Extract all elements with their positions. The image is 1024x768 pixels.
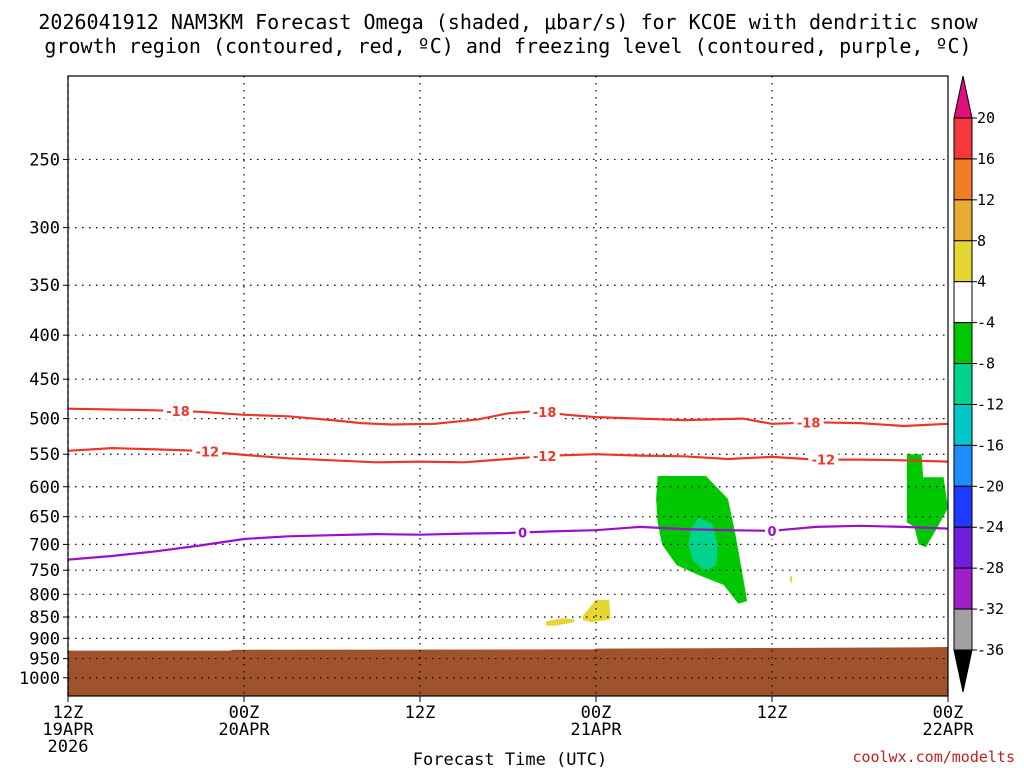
colorbar-band-2 xyxy=(953,199,973,242)
contour-label-bg-0-0 xyxy=(163,403,193,420)
colorbar-label-0: 20 xyxy=(977,109,995,127)
contour-label-1-1: -12 xyxy=(533,450,557,465)
y-tick-label-1000: 1000 xyxy=(19,669,60,689)
temperature-contours: -18 -18 -18 -12 -12 -12 0 0 xyxy=(67,403,949,561)
colorbar-band-8 xyxy=(953,444,973,487)
colorbar-label-1: 16 xyxy=(977,150,995,168)
contour-label-0-2: -18 xyxy=(797,417,821,432)
colorbar-band-5 xyxy=(953,322,973,365)
x-tick-label-4-1: 12Z xyxy=(757,703,788,723)
colorbar-band-7 xyxy=(953,403,973,446)
chart-title-line-2: growth region (contoured, red, ºC) and f… xyxy=(44,34,971,58)
contour-label-0-0: -18 xyxy=(166,405,190,420)
terrain-ground xyxy=(68,647,948,696)
colorbar-band-6 xyxy=(953,363,973,405)
x-tick-label-0-2: 19APR xyxy=(42,720,94,740)
colorbar-bottom-arrow xyxy=(953,649,973,693)
x-tick-label-3-2: 21APR xyxy=(570,720,622,740)
contour-label-2-1: 0 xyxy=(767,525,776,540)
plot-background xyxy=(68,76,948,696)
omega-region-3 xyxy=(546,618,574,626)
plot-axes: 2503003504004505005506006507007508008509… xyxy=(19,75,974,757)
colorbar-band-11 xyxy=(953,567,973,610)
colorbar-band-9 xyxy=(953,485,973,528)
colorbar-band-4 xyxy=(953,281,973,324)
contour-label-bg-0-2 xyxy=(793,414,824,431)
contour-label-bg-1-0 xyxy=(192,443,223,460)
y-tick-label-650: 650 xyxy=(29,508,60,528)
y-tick-label-400: 400 xyxy=(29,326,60,346)
x-tick-label-0-1: 12Z xyxy=(53,703,84,723)
contour-line-2 xyxy=(67,524,949,561)
colorbar-top-arrow xyxy=(953,75,973,119)
terrain-fill xyxy=(68,647,948,696)
colorbar-label-8: -16 xyxy=(977,436,1004,454)
colorbar-label-11: -28 xyxy=(977,559,1004,577)
contour-label-2-0: 0 xyxy=(518,526,527,541)
colorbar-band-0 xyxy=(953,117,973,160)
contour-label-bg-0-1 xyxy=(529,403,560,420)
colorbar-band-10 xyxy=(953,526,973,569)
contour-label-bg-2-1 xyxy=(765,522,779,539)
y-tick-label-450: 450 xyxy=(29,370,60,390)
colorbar-band-12 xyxy=(953,608,973,651)
colorbar-label-3: 8 xyxy=(977,232,986,250)
colorbar-label-6: -8 xyxy=(977,355,995,373)
y-tick-label-950: 950 xyxy=(29,650,60,670)
colorbar-label-9: -20 xyxy=(977,477,1004,495)
chart-title-line-1: 2026041912 NAM3KM Forecast Omega (shaded… xyxy=(38,10,978,34)
colorbar-label-12: -32 xyxy=(977,600,1004,618)
omega-region-4 xyxy=(582,599,611,623)
y-tick-label-600: 600 xyxy=(29,478,60,498)
y-tick-label-850: 850 xyxy=(29,608,60,628)
y-tick-label-750: 750 xyxy=(29,561,60,581)
colorbar-label-10: -24 xyxy=(977,518,1004,536)
colorbar-band-1 xyxy=(953,158,973,201)
x-tick-label-2-1: 12Z xyxy=(405,703,436,723)
contour-label-0-1: -18 xyxy=(533,406,557,421)
y-tick-label-900: 900 xyxy=(29,629,60,649)
contour-label-bg-1-1 xyxy=(529,448,560,465)
y-tick-label-700: 700 xyxy=(29,535,60,555)
y-tick-label-250: 250 xyxy=(29,150,60,170)
y-tick-label-350: 350 xyxy=(29,276,60,296)
omega-region-2 xyxy=(906,454,948,548)
omega-region-1 xyxy=(688,517,718,572)
colorbar-label-13: -36 xyxy=(977,641,1004,659)
omega-region-5 xyxy=(789,575,793,584)
credit-text[interactable]: coolwx.com/modelts xyxy=(852,748,1015,766)
contour-label-1-2: -12 xyxy=(812,454,836,469)
contour-label-1-0: -12 xyxy=(196,446,220,461)
colorbar-label-2: 12 xyxy=(977,191,995,209)
y-tick-label-300: 300 xyxy=(29,219,60,239)
plot-area xyxy=(68,76,948,696)
x-tick-label-0-3: 2026 xyxy=(48,737,89,757)
colorbar-band-3 xyxy=(953,240,973,283)
colorbar-label-5: -4 xyxy=(977,314,995,332)
x-tick-label-1-1: 00Z xyxy=(229,703,260,723)
y-tick-label-800: 800 xyxy=(29,585,60,605)
contour-label-bg-1-2 xyxy=(808,451,839,468)
x-tick-label-5-1: 00Z xyxy=(933,703,964,723)
y-tick-label-550: 550 xyxy=(29,445,60,465)
colorbar-label-4: 4 xyxy=(977,273,986,291)
x-tick-label-3-1: 00Z xyxy=(581,703,612,723)
x-tick-label-5-2: 22APR xyxy=(922,720,974,740)
y-tick-label-500: 500 xyxy=(29,410,60,430)
colorbar-label-7: -12 xyxy=(977,395,1004,413)
colorbar: 20 16 12 8 4 -4 -8 -12 -16 -20 -24 -28 -32 -36 xyxy=(953,75,1004,693)
contour-line-0 xyxy=(67,407,949,428)
contour-label-bg-2-0 xyxy=(515,524,530,541)
x-axis-label: Forecast Time (UTC) xyxy=(413,750,607,768)
x-tick-label-1-2: 20APR xyxy=(218,720,270,740)
omega-shading xyxy=(546,454,948,626)
